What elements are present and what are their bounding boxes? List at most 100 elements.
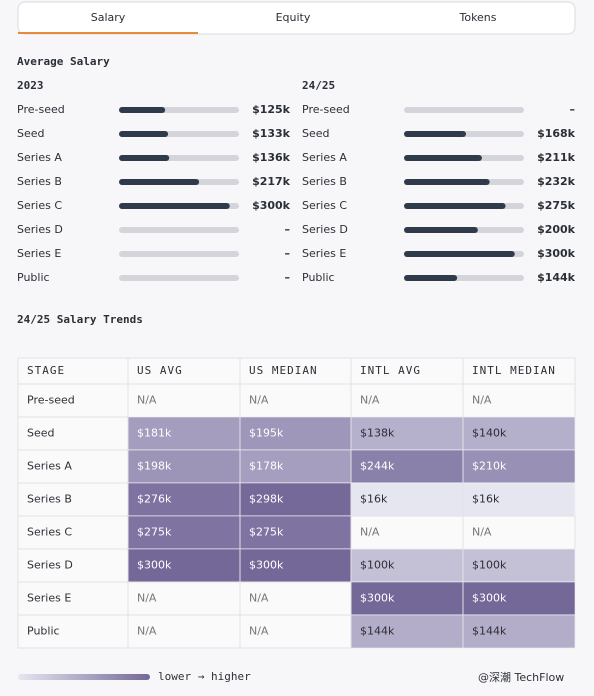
- bar-track: [119, 227, 239, 233]
- heat-cell: [350, 449, 464, 484]
- stage-label: Series B: [302, 175, 347, 188]
- column-header: US MEDIAN: [249, 364, 318, 377]
- cell-value: $298k: [249, 493, 284, 506]
- bar: [404, 203, 506, 209]
- cell-value: $300k: [360, 592, 395, 605]
- value-label: $144k: [537, 271, 576, 284]
- value-label: $168k: [537, 127, 576, 140]
- stage-label: Pre-seed: [17, 103, 65, 116]
- column-header: US AVG: [137, 364, 183, 377]
- heat-cell: [239, 548, 352, 583]
- stage-label: Seed: [27, 427, 55, 440]
- column-header: INTL AVG: [360, 364, 421, 377]
- heat-cell: [350, 482, 464, 517]
- bar: [119, 107, 166, 113]
- bar: [404, 275, 458, 281]
- tab[interactable]: Equity: [276, 11, 311, 24]
- active-tab-indicator: [18, 32, 198, 34]
- bar: [119, 179, 200, 185]
- cell-value: $178k: [249, 460, 284, 473]
- value-label: $300k: [252, 199, 291, 212]
- heat-cell: [350, 416, 464, 451]
- bar: [404, 179, 490, 185]
- stage-label: Series B: [27, 493, 72, 506]
- cell-value: N/A: [249, 625, 269, 638]
- column-header: STAGE: [27, 364, 65, 377]
- heat-cell: [127, 416, 241, 451]
- value-label: $133k: [252, 127, 291, 140]
- stage-label: Seed: [17, 127, 45, 140]
- heat-cell: [462, 581, 576, 616]
- stage-label: Series D: [17, 223, 63, 236]
- tab[interactable]: Tokens: [458, 11, 496, 24]
- period-label: 2023: [17, 79, 44, 92]
- stage-label: Series C: [302, 199, 347, 212]
- cell-value: N/A: [137, 625, 157, 638]
- tab[interactable]: Salary: [91, 11, 126, 24]
- heat-cell: [127, 548, 241, 583]
- heat-cell: [462, 548, 576, 583]
- cell-value: $100k: [360, 559, 395, 572]
- bar: [404, 131, 467, 137]
- cell-value: N/A: [360, 526, 380, 539]
- period-label: 24/25: [302, 79, 335, 92]
- stage-label: Pre-seed: [27, 394, 75, 407]
- stage-label: Series B: [17, 175, 62, 188]
- stage-label: Public: [17, 271, 50, 284]
- cell-value: $300k: [472, 592, 507, 605]
- cell-value: $198k: [137, 460, 172, 473]
- value-label: $232k: [537, 175, 576, 188]
- value-label: $125k: [252, 103, 291, 116]
- stage-label: Series D: [27, 559, 73, 572]
- bar-track: [404, 107, 524, 113]
- stage-label: Seed: [302, 127, 330, 140]
- stage-label: Pre-seed: [302, 103, 350, 116]
- heat-cell: [462, 614, 576, 649]
- cell-value: $181k: [137, 427, 172, 440]
- heat-cell: [127, 449, 241, 484]
- stage-label: Public: [27, 625, 60, 638]
- value-label: –: [285, 247, 291, 260]
- cell-value: N/A: [249, 592, 269, 605]
- cell-value: $100k: [472, 559, 507, 572]
- heat-cell: [350, 548, 464, 583]
- value-label: $211k: [537, 151, 576, 164]
- cell-value: $300k: [137, 559, 172, 572]
- cell-value: N/A: [472, 526, 492, 539]
- stage-label: Series C: [17, 199, 62, 212]
- legend-label: lower → higher: [158, 670, 251, 683]
- value-label: $217k: [252, 175, 291, 188]
- cell-value: $16k: [472, 493, 500, 506]
- column-header: INTL MEDIAN: [472, 364, 556, 377]
- value-label: $200k: [537, 223, 576, 236]
- cell-value: N/A: [137, 592, 157, 605]
- bar: [404, 155, 482, 161]
- cell-value: N/A: [137, 394, 157, 407]
- cell-value: $244k: [360, 460, 395, 473]
- section-title: 24/25 Salary Trends: [17, 313, 143, 326]
- stage-label: Series E: [302, 247, 346, 260]
- bar-track: [119, 251, 239, 257]
- bar-track: [119, 275, 239, 281]
- bar: [119, 131, 169, 137]
- watermark: @深潮 TechFlow: [478, 670, 564, 684]
- stage-label: Series A: [302, 151, 347, 164]
- value-label: –: [285, 223, 291, 236]
- value-label: $300k: [537, 247, 576, 260]
- cell-value: $210k: [472, 460, 507, 473]
- stage-label: Series E: [17, 247, 61, 260]
- heat-cell: [350, 581, 464, 616]
- bar: [119, 203, 230, 209]
- cell-value: $144k: [360, 625, 395, 638]
- stage-label: Public: [302, 271, 335, 284]
- legend-gradient: [18, 674, 150, 680]
- cell-value: $276k: [137, 493, 172, 506]
- cell-value: $275k: [137, 526, 172, 539]
- cell-value: $275k: [249, 526, 284, 539]
- stage-label: Series D: [302, 223, 348, 236]
- bar: [404, 251, 515, 257]
- cell-value: $195k: [249, 427, 284, 440]
- stage-label: Series C: [27, 526, 72, 539]
